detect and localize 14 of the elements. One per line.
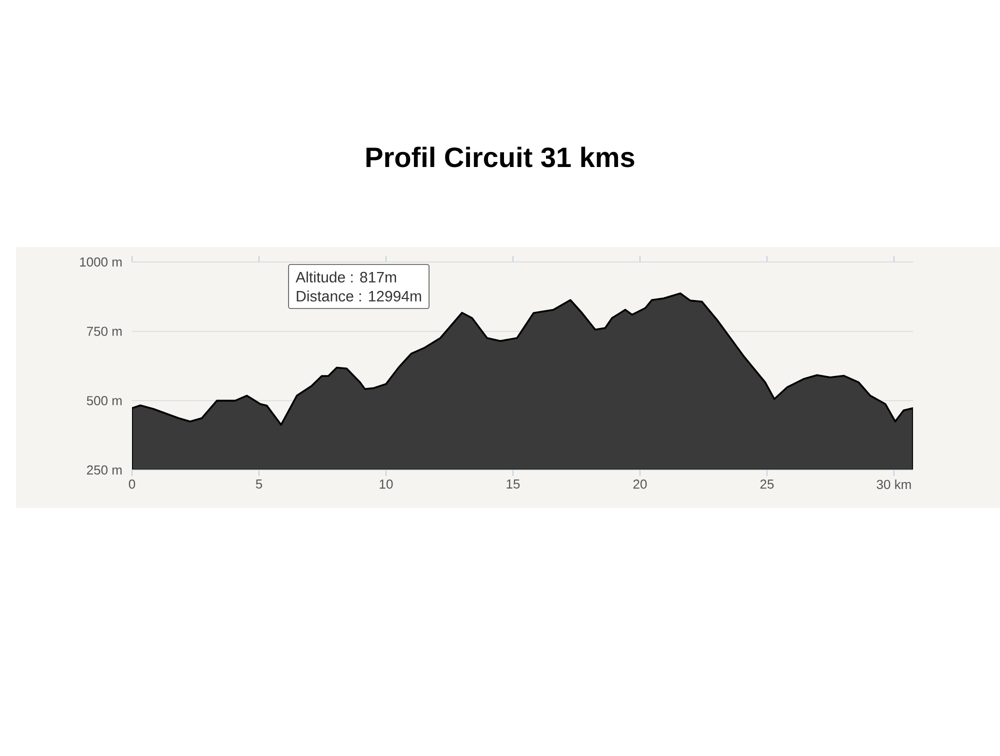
x-tick-label: 30 km (876, 480, 911, 490)
x-tick-label: 20 (633, 480, 647, 489)
y-tick-label: 750 m (87, 326, 122, 336)
chart-title: Profil Circuit 31 kms (366, 146, 634, 168)
x-tick-label: 5 (256, 480, 262, 489)
y-tick-label: 1000 m (80, 257, 122, 267)
x-tick-label: 10 (380, 480, 393, 489)
x-tick-label: 15 (506, 480, 520, 489)
annotation: Distance : 12994m (296, 290, 422, 302)
annotation: Altitude : 817m (296, 271, 396, 282)
x-tick-label: 25 (760, 480, 774, 489)
y-tick-label: 250 m (87, 465, 122, 475)
y-tick-label: 500 m (86, 396, 122, 406)
x-tick-label: 0 (128, 480, 136, 489)
